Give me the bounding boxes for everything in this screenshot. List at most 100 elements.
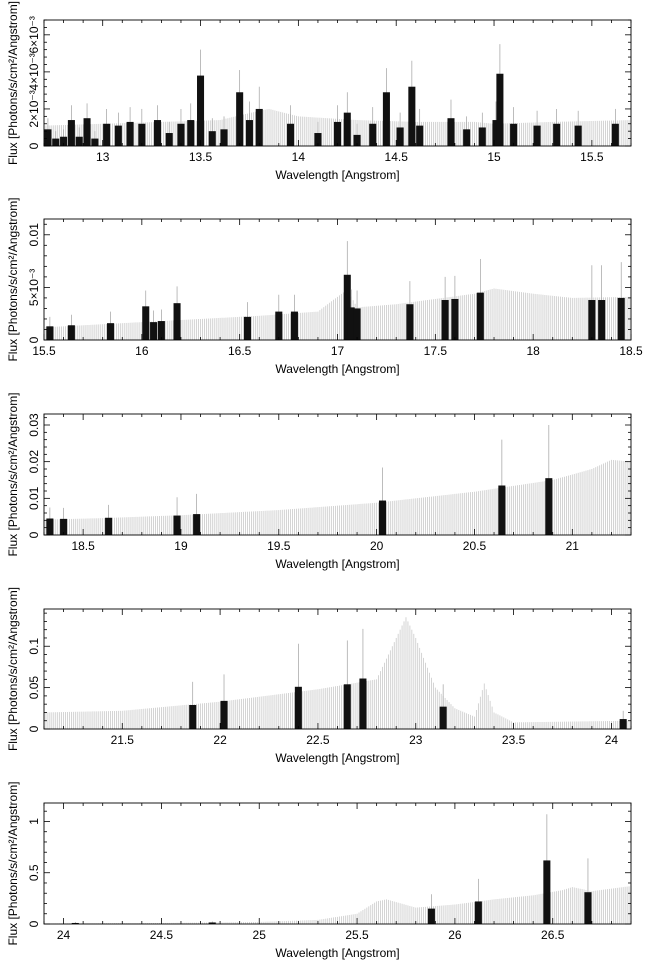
data-bar [173, 303, 181, 340]
x-tick-label: 24 [57, 928, 71, 942]
x-tick-label: 21 [566, 539, 580, 553]
data-bar [476, 292, 484, 340]
y-tick-label: 0.03 [27, 413, 41, 437]
data-bar [408, 86, 416, 146]
data-bar [75, 136, 83, 146]
data-bar [427, 908, 435, 924]
y-tick-label: 0.02 [27, 450, 41, 474]
data-bar [447, 118, 455, 146]
x-tick-label: 17 [331, 344, 345, 358]
data-bar [275, 311, 283, 340]
y-axis-label: Flux [Photons/s/cm²/Angstrom] [6, 1, 20, 165]
x-axis-label: Wavelength [Angstrom] [275, 557, 399, 571]
x-tick-label: 14.5 [385, 150, 409, 164]
data-bar [67, 120, 75, 146]
data-bar [236, 92, 244, 146]
data-bar [60, 518, 68, 535]
data-bar [67, 325, 75, 340]
y-tick-label: 0.5 [27, 864, 41, 881]
y-tick-label: 1 [27, 818, 41, 825]
data-bar [220, 700, 228, 729]
data-bar [463, 129, 471, 146]
data-bar [314, 133, 322, 146]
x-tick-label: 26.5 [541, 928, 565, 942]
data-bar [439, 706, 447, 729]
data-bar [105, 517, 113, 535]
data-bar [290, 311, 298, 340]
data-bar [353, 134, 361, 146]
data-bar [543, 860, 551, 924]
data-bar [406, 304, 414, 340]
y-tick-label: 0.05 [27, 676, 41, 700]
model-spectrum [43, 886, 632, 924]
data-bar [294, 686, 302, 729]
x-tick-label: 15.5 [32, 344, 56, 358]
data-bar [496, 73, 504, 146]
data-bar [588, 300, 596, 340]
chart-panel-1: 13 13.5 14 14.5 15 15.5 0 2×10⁻³4×10⁻³6×10⁻³ Wav… [6, 1, 632, 182]
data-bar [533, 125, 541, 146]
data-bar [574, 125, 582, 146]
data-bar [153, 120, 162, 146]
data-bar [611, 123, 619, 146]
model-spectrum [43, 288, 632, 340]
x-tick-label: 16 [135, 344, 149, 358]
data-bar [208, 922, 216, 924]
data-bar [510, 123, 518, 146]
model-spectrum [43, 617, 632, 729]
data-bar [150, 322, 158, 340]
data-bar [197, 75, 205, 146]
x-axis-label: Wavelength [Angstrom] [275, 751, 399, 765]
x-axis-label: Wavelength [Angstrom] [275, 362, 399, 376]
data-bar [243, 316, 252, 340]
data-bar [177, 123, 185, 146]
y-tick-label: 0 [27, 531, 41, 538]
y-tick-label: 0 [27, 336, 41, 343]
x-tick-label: 21.5 [111, 733, 135, 747]
data-bar [107, 323, 115, 340]
data-bar [396, 127, 404, 146]
data-bar [553, 123, 561, 146]
y-tick-label: 0.1 [27, 638, 41, 655]
data-bar [369, 123, 377, 146]
data-bar [189, 705, 197, 729]
chart-panel-5: 24 24.5 25 25.5 26 26.5 0 0.5 1 Wavelength [Angst… [6, 781, 632, 960]
data-bar [173, 515, 181, 535]
x-tick-label: 18.5 [619, 344, 643, 358]
data-bar [353, 308, 361, 340]
x-tick-label: 22.5 [306, 733, 330, 747]
x-axis-label: Wavelength [Angstrom] [275, 946, 399, 960]
x-tick-label: 26 [448, 928, 462, 942]
x-tick-label: 13.5 [189, 150, 213, 164]
x-tick-label: 20 [370, 539, 384, 553]
data-bar [343, 112, 351, 146]
y-tick-label: 4×10⁻³ [27, 53, 41, 90]
data-bar [142, 306, 150, 340]
data-bar [441, 300, 449, 340]
data-bar [187, 120, 195, 146]
data-bar [44, 129, 52, 146]
x-tick-label: 23 [409, 733, 423, 747]
data-bar [584, 892, 592, 924]
y-tick-label: 0.01 [27, 486, 41, 510]
data-bar [126, 121, 134, 146]
y-tick-label: 5×10⁻³ [27, 269, 41, 306]
data-bar [245, 120, 253, 146]
data-bar [287, 123, 295, 146]
data-bar [343, 274, 351, 340]
data-bar [165, 133, 173, 146]
x-tick-label: 20.5 [463, 539, 487, 553]
x-tick-label: 19.5 [267, 539, 291, 553]
x-tick-label: 18.5 [71, 539, 95, 553]
chart-panel-3: 18.5 19 19.5 20 20.5 21 0 0.01 0.02 0.03 Wavelengt… [6, 392, 632, 571]
data-bar [343, 684, 351, 729]
x-tick-label: 19 [174, 539, 188, 553]
chart-panel-4: 21.5 22 22.5 23 23.5 24 0 0.05 0.1 Wavelength [An… [6, 587, 632, 765]
data-bar [333, 121, 342, 146]
data-bar [619, 719, 627, 729]
x-tick-label: 25 [253, 928, 267, 942]
data-bar [255, 108, 263, 146]
y-axis-label: Flux [Photons/s/cm²/Angstrom] [6, 587, 20, 751]
data-bar [478, 127, 486, 146]
